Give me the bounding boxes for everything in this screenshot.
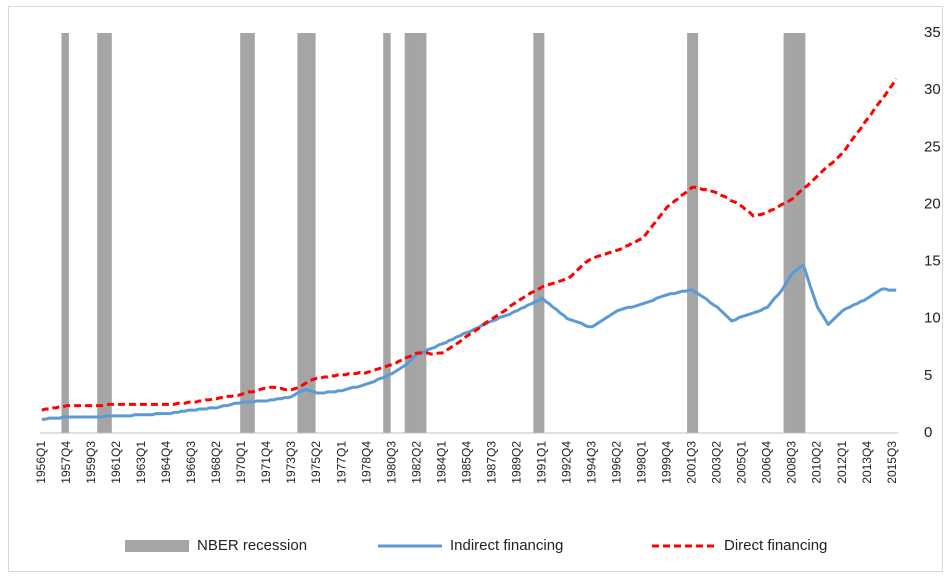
recession-bar: [383, 33, 388, 433]
x-tick-label: 1980Q3: [384, 441, 398, 484]
series-line: [41, 77, 898, 412]
recession-bar: [422, 33, 427, 433]
y-tick-label: 35: [924, 24, 941, 41]
legend-label: Indirect financing: [450, 537, 563, 554]
x-tick-label: 1970Q1: [234, 441, 248, 484]
recession-bar: [308, 33, 312, 433]
recession-bar: [687, 33, 691, 433]
x-tick-label: 1961Q2: [109, 441, 123, 484]
x-tick-label: 1966Q3: [184, 441, 198, 484]
x-tick-label: 2001Q3: [685, 441, 699, 484]
recession-bar: [783, 33, 788, 433]
x-tick-label: 1978Q4: [359, 441, 373, 484]
recession-bar: [240, 33, 245, 433]
x-tick-label: 2006Q4: [760, 441, 774, 484]
x-tick-label: 1959Q3: [84, 441, 98, 484]
recession-bar: [404, 33, 409, 433]
recession-bar: [801, 33, 806, 433]
recession-bar: [411, 33, 416, 433]
recession-bar: [104, 33, 109, 433]
x-tick-label: 1964Q4: [159, 441, 173, 484]
x-tick-label: 1957Q4: [59, 441, 73, 484]
x-tick-label: 1987Q3: [484, 441, 498, 484]
legend-label: NBER recession: [197, 537, 307, 554]
y-tick-label: 30: [924, 81, 941, 98]
recession-bar: [418, 33, 423, 433]
x-tick-label: 1999Q4: [660, 441, 674, 484]
x-tick-label: 2015Q3: [885, 441, 899, 484]
x-tick-label: 2013Q4: [860, 441, 874, 484]
recession-bar: [297, 33, 302, 433]
y-tick-label: 15: [924, 253, 941, 270]
x-tick-label: 1971Q4: [259, 441, 273, 484]
y-tick-label: 5: [924, 367, 932, 384]
recession-bar: [243, 33, 248, 433]
x-tick-label: 1982Q2: [409, 441, 423, 484]
legend-item: Indirect financing: [378, 537, 563, 554]
legend-item: NBER recession: [125, 537, 307, 554]
recession-bar: [790, 33, 795, 433]
x-tick-label: 1977Q1: [334, 441, 348, 484]
y-tick-label: 20: [924, 195, 941, 212]
recession-bar: [311, 33, 316, 433]
x-tick-label: 1991Q1: [534, 441, 548, 484]
x-tick-label: 1984Q1: [434, 441, 448, 484]
recession-bar: [787, 33, 792, 433]
x-tick-label: 2008Q3: [785, 441, 799, 484]
recession-bar: [107, 33, 112, 433]
recession-bar: [97, 33, 102, 433]
x-tick-label: 1992Q4: [559, 441, 573, 484]
x-tick-label: 2003Q2: [710, 441, 724, 484]
recession-bar: [61, 33, 66, 433]
legend-swatch: [125, 540, 189, 552]
x-tick-label: 1985Q4: [459, 441, 473, 484]
legend-label: Direct financing: [724, 537, 827, 554]
recession-bar: [540, 33, 545, 433]
x-tick-label: 1996Q2: [610, 441, 624, 484]
y-tick-label: 25: [924, 138, 941, 155]
x-tick-label: 1968Q2: [209, 441, 223, 484]
recession-bar: [65, 33, 69, 433]
recession-bar: [797, 33, 802, 433]
x-tick-label: 1963Q1: [134, 441, 148, 484]
x-tick-label: 2012Q1: [835, 441, 849, 484]
legend-item: Direct financing: [652, 537, 827, 554]
recession-bar: [415, 33, 420, 433]
recession-bar: [533, 33, 538, 433]
recession-bar: [250, 33, 255, 433]
x-tick-label: 1998Q1: [635, 441, 649, 484]
series-line: [41, 263, 897, 421]
y-tick-label: 0: [924, 424, 932, 441]
recession-bar: [690, 33, 695, 433]
x-tick-label: 1975Q2: [309, 441, 323, 484]
x-tick-label: 1956Q1: [34, 441, 48, 484]
recession-bar: [386, 33, 391, 433]
x-tick-label: 1989Q2: [509, 441, 523, 484]
recession-bar: [794, 33, 799, 433]
recession-bar: [304, 33, 309, 433]
x-tick-label: 2005Q1: [735, 441, 749, 484]
recession-bar: [408, 33, 413, 433]
recession-bar: [694, 33, 699, 433]
recession-bar: [247, 33, 252, 433]
x-tick-label: 1994Q3: [585, 441, 599, 484]
recession-bar: [536, 33, 541, 433]
y-tick-label: 10: [924, 310, 941, 327]
x-tick-label: 1973Q3: [284, 441, 298, 484]
recession-bar: [300, 33, 305, 433]
x-tick-label: 2010Q2: [810, 441, 824, 484]
recession-bar: [100, 33, 105, 433]
